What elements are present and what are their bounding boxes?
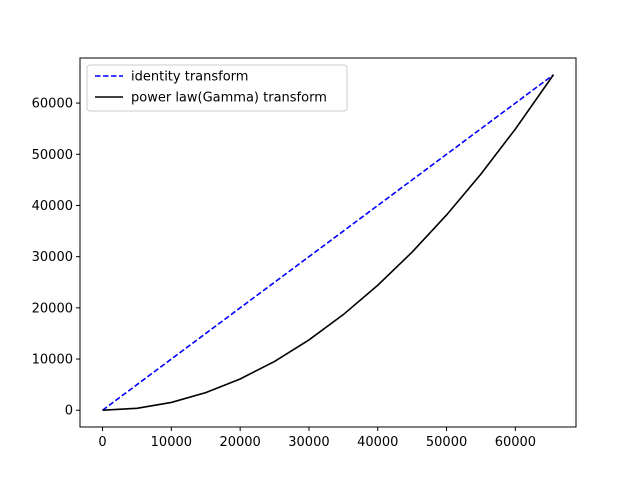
axes-frame [79, 57, 577, 428]
x-tick-label: 50000 [426, 435, 467, 450]
x-tick-label: 40000 [357, 435, 398, 450]
legend-label-1: power law(Gamma) transform [131, 91, 327, 106]
legend-box [86, 64, 348, 112]
y-tick-label: 40000 [32, 199, 73, 214]
legend-label-0: identity transform [131, 70, 248, 85]
series-line-0 [102, 74, 554, 411]
y-tick-label: 20000 [32, 301, 73, 316]
x-tick-label: 10000 [151, 435, 192, 450]
y-axis: 0 10000 20000 30000 40000 50000 60000 [32, 97, 80, 419]
series-layer [102, 74, 555, 412]
y-tick-label: 60000 [32, 97, 73, 112]
x-tick-label: 30000 [288, 435, 329, 450]
x-tick-label: 0 [98, 435, 106, 450]
y-tick-label: 10000 [32, 353, 73, 368]
y-tick-label: 50000 [32, 148, 73, 163]
legend: identity transform power law(Gamma) trans… [86, 64, 348, 112]
x-tick-label: 20000 [219, 435, 260, 450]
x-axis: 0 10000 20000 30000 40000 50000 60000 [98, 427, 536, 450]
y-tick-label: 0 [65, 404, 73, 419]
x-tick-label: 60000 [495, 435, 536, 450]
y-tick-label: 30000 [32, 250, 73, 265]
series-line-1 [102, 74, 555, 412]
